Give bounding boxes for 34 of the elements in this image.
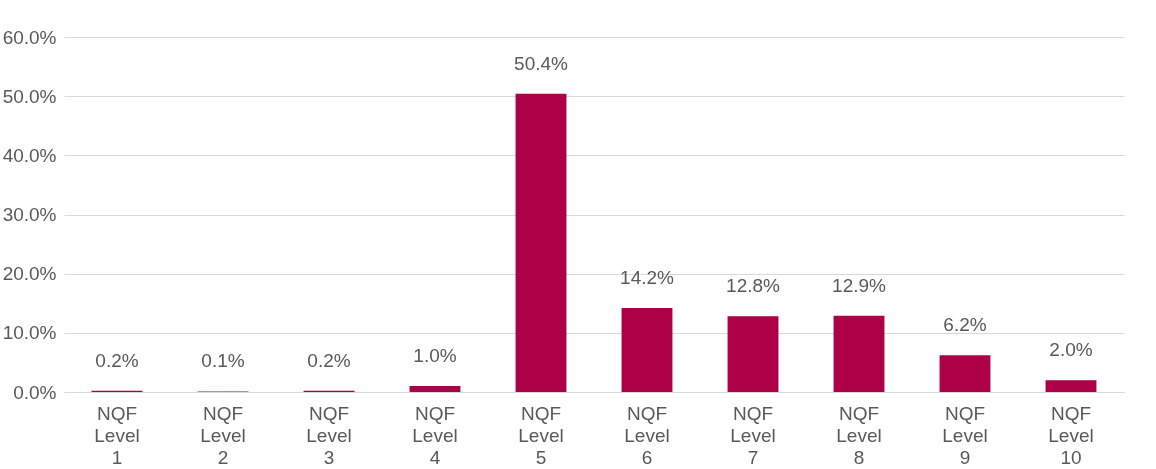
data-label: 12.8%: [726, 275, 781, 297]
x-tick-label: NQF Level 4: [412, 402, 458, 468]
bar: [833, 315, 885, 392]
data-label: 0.2%: [307, 349, 351, 371]
bar: [409, 386, 461, 392]
data-label: 2.0%: [1049, 339, 1093, 361]
data-label: 6.2%: [943, 314, 987, 336]
x-tick-label: NQF Level 8: [836, 402, 882, 468]
y-tick-label: 0.0%: [13, 381, 57, 403]
x-tick-label: NQF Level 5: [518, 402, 564, 468]
y-tick-label: 40.0%: [2, 144, 57, 166]
y-tick-label: 30.0%: [2, 204, 57, 225]
x-tick-label: NQF Level 1: [94, 402, 140, 468]
data-label: 50.4%: [514, 52, 569, 74]
bar: [939, 355, 991, 392]
data-label: 0.2%: [95, 349, 139, 371]
bar: [1045, 380, 1097, 392]
y-tick-label: 20.0%: [2, 263, 57, 285]
data-label: 14.2%: [620, 266, 675, 288]
data-label: 12.9%: [832, 274, 887, 296]
data-label: 1.0%: [413, 345, 457, 367]
x-tick-label: NQF Level 6: [624, 402, 670, 468]
data-label: 0.1%: [201, 350, 245, 372]
bar: [515, 93, 567, 392]
bar: [621, 307, 673, 392]
x-tick-label: NQF Level 2: [200, 402, 246, 468]
y-tick-label: 50.0%: [2, 85, 57, 107]
x-tick-label: NQF Level 7: [730, 402, 776, 468]
y-tick-label: 10.0%: [2, 322, 57, 344]
y-tick-label: 60.0%: [2, 26, 57, 48]
bar: [727, 316, 779, 392]
x-tick-label: NQF Level 9: [942, 402, 988, 468]
x-tick-label: NQF Level 10: [1048, 402, 1094, 468]
x-tick-label: NQF Level 3: [306, 402, 352, 468]
